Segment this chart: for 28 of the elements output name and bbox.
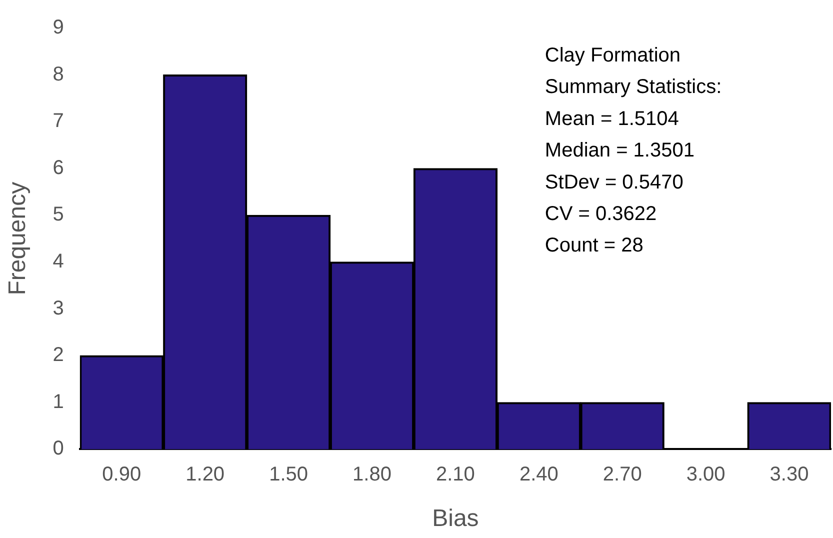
y-tick-label: 8 (52, 63, 64, 86)
x-tick-label: 2.10 (436, 464, 475, 486)
y-tick-label: 3 (52, 297, 64, 320)
x-tick-label: 1.80 (352, 464, 392, 486)
annotation: Count = 28 (544, 234, 644, 257)
x-tick-label: 2.40 (519, 464, 558, 486)
y-tick-label: 0 (52, 438, 64, 460)
annotation: CV = 0.3622 (544, 203, 657, 226)
x-tick-label: 3.30 (770, 464, 809, 486)
annotation: Clay Formation (544, 44, 681, 67)
y-axis-title: Frequency (4, 182, 32, 296)
x-tick-label: 2.70 (602, 464, 642, 486)
x-tick-label: 1.20 (186, 464, 225, 486)
annotation: Mean = 1.5104 (544, 108, 679, 130)
y-tick-label: 6 (52, 156, 64, 179)
x-tick-label: 3.00 (686, 464, 726, 486)
y-tick-label: 7 (52, 110, 64, 132)
y-tick-label: 9 (52, 16, 64, 39)
y-tick-label: 4 (52, 250, 64, 273)
x-axis-title: Bias (432, 505, 479, 532)
x-tick-label: 1.50 (269, 464, 308, 486)
x-tick-label: 0.90 (102, 464, 142, 486)
y-tick-label: 5 (52, 204, 64, 226)
annotation: Summary Statistics: (544, 76, 722, 98)
annotation: Median = 1.3501 (544, 140, 694, 162)
y-tick-label: 1 (52, 390, 64, 413)
annotation: StDev = 0.5470 (544, 171, 684, 194)
y-tick-label: 2 (52, 344, 64, 366)
